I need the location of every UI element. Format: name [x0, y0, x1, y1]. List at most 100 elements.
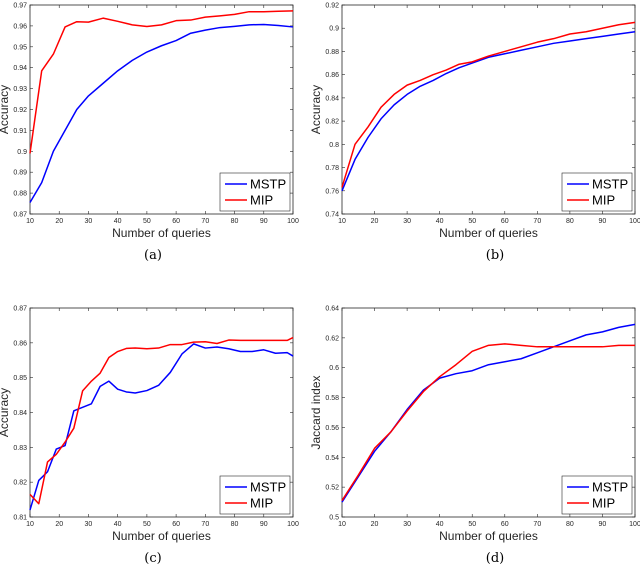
x-tick-label: 30 [403, 521, 411, 528]
panel-caption: (a) [144, 248, 162, 263]
legend-label-mstp: MSTP [592, 177, 628, 192]
x-tick-label: 100 [629, 218, 640, 225]
series-line-mip [29, 10, 294, 154]
y-tick-label: 0.84 [13, 410, 27, 417]
panel-caption: (b) [486, 248, 504, 263]
y-tick-label: 0.76 [325, 188, 339, 195]
y-tick-label: 0.81 [13, 515, 27, 522]
y-tick-label: 0.62 [325, 335, 339, 342]
y-tick-label: 0.58 [325, 395, 339, 402]
legend-box [561, 475, 633, 515]
y-tick-label: 0.89 [13, 170, 27, 177]
y-tick-label: 0.83 [13, 445, 27, 452]
y-tick-label: 0.56 [325, 425, 339, 432]
x-tick-label: 40 [114, 521, 122, 528]
y-tick-label: 0.8 [329, 142, 339, 149]
x-tick-label: 100 [287, 218, 299, 225]
y-tick-label: 0.86 [325, 72, 339, 79]
x-tick-label: 60 [501, 218, 509, 225]
y-axis-label: Accuracy [309, 85, 323, 134]
y-tick-label: 0.93 [13, 86, 27, 93]
legend-box [561, 172, 633, 212]
x-tick-label: 20 [55, 521, 63, 528]
y-tick-label: 0.87 [13, 212, 27, 219]
series-line-mstp [341, 323, 636, 503]
x-axis-label: Number of queries [439, 226, 538, 240]
x-axis-label: Number of queries [439, 529, 538, 543]
y-tick-label: 0.82 [325, 119, 339, 126]
x-tick-label: 50 [468, 521, 476, 528]
y-tick-label: 0.82 [13, 480, 27, 487]
x-tick-label: 90 [260, 218, 268, 225]
plot-frame [341, 4, 636, 215]
y-tick-label: 0.92 [13, 107, 27, 114]
x-tick-label: 10 [26, 521, 34, 528]
y-tick-label: 0.84 [325, 95, 339, 102]
y-tick-label: 0.9 [17, 149, 27, 156]
series-line-mstp [29, 343, 294, 511]
y-axis-label: Jaccard index [309, 375, 323, 449]
x-tick-label: 40 [114, 218, 122, 225]
y-tick-label: 0.97 [13, 3, 27, 10]
legend-label-mip: MIP [592, 193, 615, 208]
y-tick-label: 0.87 [13, 306, 27, 313]
legend-label-mstp: MSTP [592, 480, 628, 495]
x-tick-label: 80 [231, 218, 239, 225]
series-line-mstp [341, 30, 636, 192]
x-tick-label: 10 [338, 218, 346, 225]
x-tick-label: 80 [231, 521, 239, 528]
x-axis-label: Number of queries [112, 226, 211, 240]
y-axis-label: Accuracy [0, 85, 11, 134]
x-tick-label: 30 [85, 521, 93, 528]
y-tick-label: 0.85 [13, 375, 27, 382]
x-tick-label: 60 [172, 218, 180, 225]
x-tick-label: 90 [599, 521, 607, 528]
x-tick-label: 10 [26, 218, 34, 225]
panel-caption: (d) [486, 551, 504, 566]
y-axis-label: Accuracy [0, 388, 11, 437]
y-tick-label: 0.94 [13, 65, 27, 72]
x-tick-label: 70 [533, 521, 541, 528]
chart-panel-c: 10 20 30 40 50 60 70 80 90 100 0.81 0.82 0.83 0.84 0.8… [0, 306, 299, 567]
y-tick-label: 0.6 [329, 365, 339, 372]
x-tick-label: 40 [436, 218, 444, 225]
y-tick-label: 0.74 [325, 212, 339, 219]
x-tick-label: 90 [260, 521, 268, 528]
x-tick-label: 100 [629, 521, 640, 528]
y-tick-label: 0.96 [13, 23, 27, 30]
legend-label-mip: MIP [250, 193, 273, 208]
chart-panel-d: 10 20 30 40 50 60 70 80 90 100 0.5 0.52 0.54 0.56 0.58… [309, 306, 640, 567]
x-tick-label: 20 [55, 218, 63, 225]
y-tick-label: 0.52 [325, 485, 339, 492]
y-tick-label: 0.9 [329, 26, 339, 33]
y-tick-label: 0.64 [325, 306, 339, 313]
y-tick-label: 0.86 [13, 340, 27, 347]
series-line-mstp [29, 23, 294, 203]
x-tick-label: 90 [599, 218, 607, 225]
x-tick-label: 20 [371, 521, 379, 528]
x-tick-label: 50 [143, 521, 151, 528]
series-line-mip [341, 343, 635, 501]
legend-label-mip: MIP [250, 496, 273, 511]
y-tick-label: 0.88 [325, 49, 339, 56]
panel-caption: (c) [144, 551, 161, 566]
x-tick-label: 20 [371, 218, 379, 225]
y-tick-label: 0.95 [13, 44, 27, 51]
legend-box [219, 475, 291, 515]
y-tick-label: 0.88 [13, 191, 27, 198]
chart-panel-b: 10 20 30 40 50 60 70 80 90 100 0.74 0.76 0.78 0.8 0.82… [309, 3, 640, 264]
x-tick-label: 30 [403, 218, 411, 225]
series-line-mip [29, 336, 294, 505]
x-tick-label: 70 [533, 218, 541, 225]
legend-box [219, 172, 291, 212]
legend-label-mip: MIP [592, 496, 615, 511]
x-tick-label: 10 [338, 521, 346, 528]
y-tick-label: 0.78 [325, 165, 339, 172]
y-tick-label: 0.92 [325, 3, 339, 10]
x-tick-label: 70 [201, 218, 209, 225]
